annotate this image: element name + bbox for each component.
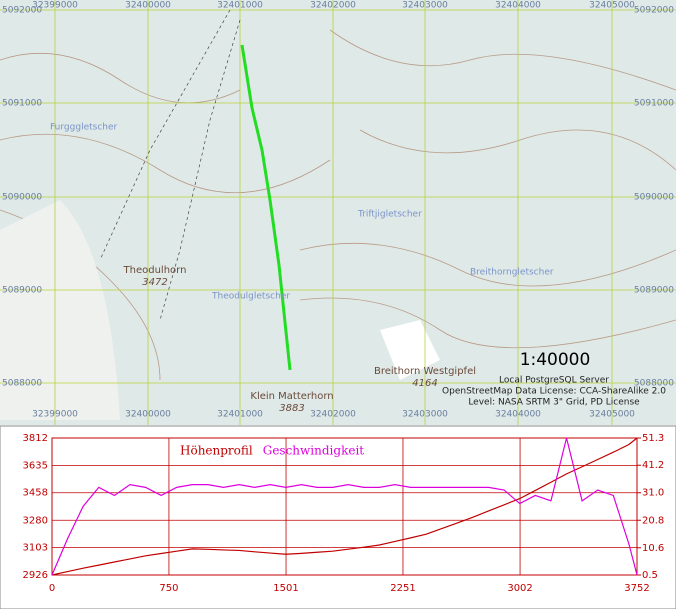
place-elevation: 3472 [142,277,167,288]
attribution: Local PostgreSQL Server [499,376,609,386]
grid-coordinate: 5088000 [2,379,42,389]
glacier-label: Theodulgletscher [211,292,290,302]
grid-coordinate: 5090000 [2,193,42,203]
x-tick-label: 2251 [390,583,415,594]
map-grid [0,0,676,425]
y-tick-label: 2926 [23,570,48,581]
x-tick-label: 3002 [507,583,532,594]
grid-coordinate: 32402000 [310,410,356,420]
place-label: Klein Matterhorn [250,391,333,402]
grid-coordinate: 5089000 [2,286,42,296]
y2-tick-label: 10.6 [642,543,664,554]
y-tick-label: 3280 [23,515,48,526]
x-tick-label: 750 [159,583,178,594]
grid-coordinate: 5092000 [2,6,42,16]
grid-coordinate: 5091000 [634,99,674,109]
grid-coordinate: 32402000 [310,1,356,11]
series-line [51,437,638,576]
grid-coordinate: 32405000 [589,410,635,420]
y-tick-label: 3458 [23,488,48,499]
lifts [99,9,241,321]
glacier-label: Furgggletscher [50,123,118,133]
attribution: OpenStreetMap Data License: CCA-ShareAli… [442,387,666,397]
contours [0,29,676,411]
grid-coordinate: 5091000 [2,99,42,109]
grid-coordinate: 5088000 [634,379,674,389]
attribution: Level: NASA SRTM 3" Grid, PD License [468,398,640,408]
x-tick-label: 1501 [273,583,298,594]
x-tick-label: 0 [49,583,55,594]
grid-coordinate: 32401000 [217,1,263,11]
y2-tick-label: 41.2 [642,460,664,471]
grid-coordinate: 5089000 [634,286,674,296]
place-label: Breithorn Westgipfel [374,366,476,377]
place-label: Theodulhorn [123,265,187,276]
y2-tick-label: 0.5 [642,570,658,581]
map-scale: 1:40000 [520,350,591,370]
legend-entry: Geschwindigkeit [263,444,365,458]
grid-coordinate: 32405000 [589,1,635,11]
series-line [51,437,638,576]
grid-coordinate: 32400000 [125,410,171,420]
legend-entry: Höhenprofil [180,444,253,458]
x-tick-label: 3752 [624,583,649,594]
grid-coordinate: 32403000 [402,410,448,420]
grid-coordinate: 32403000 [402,1,448,11]
grid-coordinate: 5092000 [634,6,674,16]
rock-area [0,200,120,420]
place-elevation: 3883 [279,403,304,414]
grid-coordinate: 32400000 [125,1,171,11]
glacier-label: Triftjigletscher [357,210,422,220]
grid-coordinate: 32399000 [32,1,78,11]
grid-coordinate: 32401000 [217,410,263,420]
y-tick-label: 3103 [23,543,48,554]
grid-coordinate: 32399000 [32,410,78,420]
track [240,44,292,371]
y2-tick-label: 31.0 [642,488,664,499]
y-tick-label: 3812 [23,433,48,444]
grid-coordinate: 32404000 [495,410,541,420]
chart-panel [0,425,676,610]
y-tick-label: 3635 [23,460,48,471]
y2-tick-label: 51.3 [642,433,664,444]
place-elevation: 4164 [412,378,437,389]
grid-coordinate: 5090000 [634,193,674,203]
y2-tick-label: 20.8 [642,515,664,526]
glacier-label: Breithorngletscher [470,268,554,278]
grid-coordinate: 32404000 [495,1,541,11]
